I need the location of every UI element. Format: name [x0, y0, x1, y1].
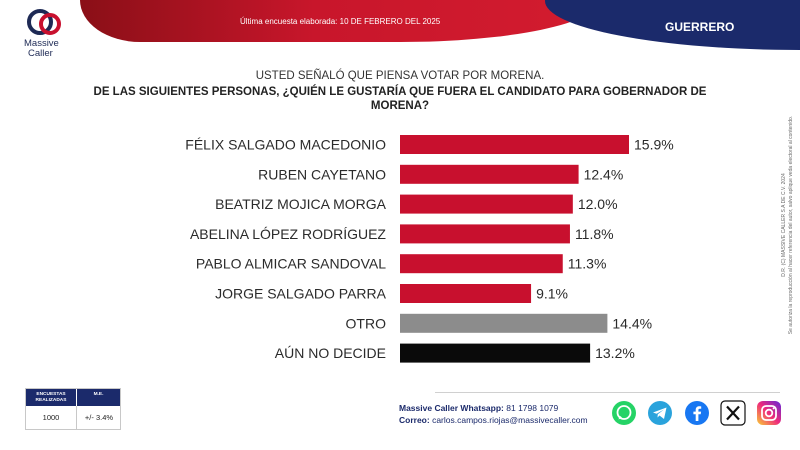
surveys-header-line2: REALIZADAS: [35, 397, 67, 403]
whatsapp-label: Massive Caller Whatsapp:: [399, 403, 504, 413]
bar-aun-no-decide: [400, 343, 591, 363]
state-label: GUERRERO: [665, 20, 735, 34]
telegram-icon[interactable]: [647, 400, 673, 426]
question-title-line2: MORENA?: [370, 100, 430, 112]
bar-abelina-lopez-rodriguez: [400, 224, 570, 244]
facebook-icon[interactable]: [684, 400, 710, 426]
value-label-aun-no-decide: 13.2%: [595, 345, 635, 361]
category-label-aun-no-decide: AÚN NO DECIDE: [275, 345, 386, 361]
category-label-jorge-salgado-parra: JORGE SALGADO PARRA: [215, 286, 387, 302]
margin-header: M.E.: [76, 389, 120, 406]
bar-beatriz-mojica-morga: [400, 194, 573, 214]
category-label-ruben-cayetano: RUBEN CAYETANO: [258, 166, 386, 182]
bar-chart: FÉLIX SALGADO MACEDONIO 15.9% RUBEN CAYETA…: [185, 135, 674, 363]
survey-date: Última encuesta elaborada: 10 DE FEBRERO…: [240, 17, 441, 26]
question-title: DE LAS SIGUIENTES PERSONAS, ¿QUIÉN LE GU…: [0, 85, 800, 113]
category-label-abelina-lopez-rodriguez: ABELINA LÓPEZ RODRÍGUEZ: [190, 226, 386, 242]
whatsapp-icon[interactable]: [611, 400, 637, 426]
value-label-beatriz-mojica-morga: 12.0%: [578, 196, 618, 212]
whatsapp-contact: Massive Caller Whatsapp: 81 1798 1079: [399, 403, 558, 413]
x-icon[interactable]: [720, 400, 746, 426]
footer-divider: [435, 392, 780, 393]
margin-of-error: +/- 3.4%: [76, 406, 121, 429]
value-label-ruben-cayetano: 12.4%: [584, 166, 624, 182]
bar-otro: [400, 313, 608, 333]
bar-pablo-almicar-sandoval: [400, 254, 563, 274]
email-address[interactable]: carlos.campos.riojas@massivecaller.com: [432, 415, 588, 425]
email-contact: Correo: carlos.campos.riojas@massivecall…: [399, 415, 588, 425]
value-label-felix-salgado-macedonio: 15.9%: [634, 137, 674, 153]
category-label-felix-salgado-macedonio: FÉLIX SALGADO MACEDONIO: [185, 137, 386, 153]
value-label-pablo-almicar-sandoval: 11.3%: [568, 256, 607, 272]
whatsapp-number[interactable]: 81 1798 1079: [506, 403, 559, 413]
question-title-line1: DE LAS SIGUIENTES PERSONAS, ¿QUIÉN LE GU…: [93, 86, 707, 98]
logo-text-massive: Massive: [24, 38, 59, 49]
question-intro: USTED SEÑALÓ QUE PIENSA VOTAR POR MORENA…: [255, 70, 545, 82]
massive-caller-logo-icon: [27, 9, 61, 35]
survey-info-table: ENCUESTAS REALIZADAS M.E. 1000 +/- 3.4%: [25, 388, 121, 430]
instagram-icon[interactable]: [756, 400, 782, 426]
bar-ruben-cayetano: [400, 164, 579, 184]
category-label-pablo-almicar-sandoval: PABLO ALMICAR SANDOVAL: [196, 256, 386, 272]
surveys-header-line1: ENCUESTAS: [36, 392, 66, 397]
category-label-beatriz-mojica-morga: BEATRIZ MOJICA MORGA: [215, 196, 387, 212]
surveys-header: ENCUESTAS REALIZADAS: [26, 389, 76, 406]
bar-jorge-salgado-parra: [400, 284, 532, 303]
surveys-count: 1000: [42, 413, 60, 422]
value-label-jorge-salgado-parra: 9.1%: [536, 286, 568, 302]
logo-text-caller: Caller: [28, 48, 53, 59]
email-label: Correo:: [399, 415, 430, 425]
value-label-abelina-lopez-rodriguez: 11.8%: [575, 226, 614, 242]
bar-felix-salgado-macedonio: [400, 135, 629, 154]
value-label-otro: 14.4%: [612, 315, 652, 331]
category-label-otro: OTRO: [346, 315, 387, 331]
